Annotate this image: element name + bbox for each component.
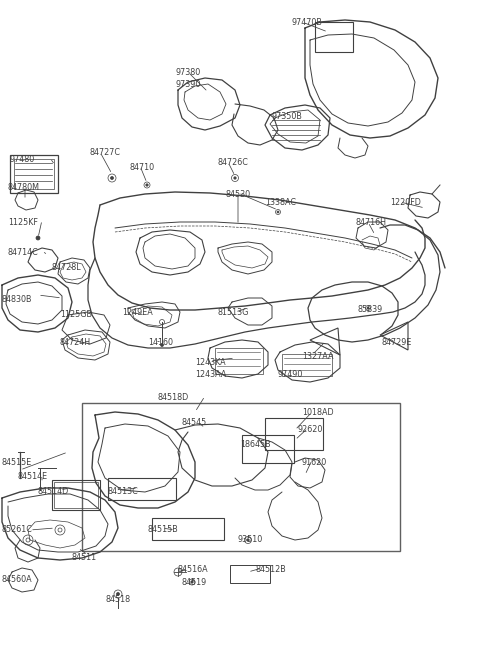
- Bar: [315, 22, 353, 52]
- Text: 81513G: 81513G: [218, 308, 250, 317]
- Text: 84545: 84545: [182, 418, 207, 427]
- Circle shape: [146, 184, 148, 186]
- Bar: [82, 403, 400, 551]
- Text: 84710: 84710: [130, 163, 155, 172]
- Text: 84728L: 84728L: [52, 263, 82, 272]
- Text: 18645B: 18645B: [240, 440, 271, 449]
- Circle shape: [160, 344, 164, 346]
- Circle shape: [277, 211, 279, 213]
- Text: 85839: 85839: [358, 305, 383, 314]
- Text: 84515E: 84515E: [2, 458, 32, 467]
- Bar: [14, 159, 54, 189]
- Text: 84729E: 84729E: [382, 338, 412, 347]
- Text: 84514E: 84514E: [18, 472, 48, 481]
- Text: 1243AA: 1243AA: [195, 370, 227, 379]
- Text: 1327AA: 1327AA: [302, 352, 334, 361]
- Bar: [230, 565, 270, 583]
- Circle shape: [247, 539, 249, 541]
- Text: 97380: 97380: [175, 68, 200, 77]
- Text: 84560A: 84560A: [2, 575, 33, 584]
- Bar: [242, 435, 294, 463]
- Bar: [10, 155, 58, 193]
- Text: 84516A: 84516A: [178, 565, 209, 574]
- Text: 97350B: 97350B: [272, 112, 303, 121]
- Bar: [265, 418, 323, 450]
- Circle shape: [367, 307, 369, 309]
- Text: 92620: 92620: [298, 425, 324, 434]
- Text: 1338AC: 1338AC: [265, 198, 296, 207]
- Text: 97470B: 97470B: [292, 18, 323, 27]
- Text: 84727C: 84727C: [90, 148, 121, 157]
- Text: 1249EA: 1249EA: [122, 308, 153, 317]
- Text: 84716H: 84716H: [355, 218, 386, 227]
- Text: 84780M: 84780M: [8, 183, 40, 192]
- Text: 84518: 84518: [105, 595, 130, 604]
- Text: 1220FD: 1220FD: [390, 198, 421, 207]
- Text: 97390: 97390: [175, 80, 200, 89]
- Bar: [108, 478, 176, 500]
- Text: 84512B: 84512B: [255, 565, 286, 574]
- Circle shape: [191, 581, 193, 583]
- Circle shape: [234, 177, 236, 179]
- Text: 14160: 14160: [148, 338, 173, 347]
- Bar: [282, 354, 332, 376]
- Text: 91620: 91620: [302, 458, 327, 467]
- Bar: [54, 482, 98, 508]
- Text: 1125KF: 1125KF: [8, 218, 38, 227]
- Text: 84726C: 84726C: [218, 158, 249, 167]
- Circle shape: [36, 236, 40, 240]
- Text: 84515B: 84515B: [148, 525, 179, 534]
- Circle shape: [117, 593, 120, 595]
- Text: 84518D: 84518D: [158, 393, 189, 402]
- Text: 1018AD: 1018AD: [302, 408, 334, 417]
- Text: 1243KA: 1243KA: [195, 358, 226, 367]
- Text: 1125GB: 1125GB: [60, 310, 92, 319]
- Bar: [215, 348, 263, 374]
- Text: 97480: 97480: [10, 155, 35, 164]
- Bar: [152, 518, 224, 540]
- Bar: [52, 480, 100, 510]
- Text: 93510: 93510: [238, 535, 263, 544]
- Text: 84513C: 84513C: [108, 487, 139, 496]
- Circle shape: [110, 177, 113, 179]
- Text: 97490: 97490: [278, 370, 303, 379]
- Text: 84530: 84530: [225, 190, 250, 199]
- Text: 84714C: 84714C: [8, 248, 39, 257]
- Text: 84724H: 84724H: [60, 338, 91, 347]
- Text: 85261C: 85261C: [2, 525, 33, 534]
- Text: 84511: 84511: [72, 553, 97, 562]
- Text: 84830B: 84830B: [2, 295, 33, 304]
- Text: 84519: 84519: [182, 578, 207, 587]
- Text: 84514D: 84514D: [38, 487, 69, 496]
